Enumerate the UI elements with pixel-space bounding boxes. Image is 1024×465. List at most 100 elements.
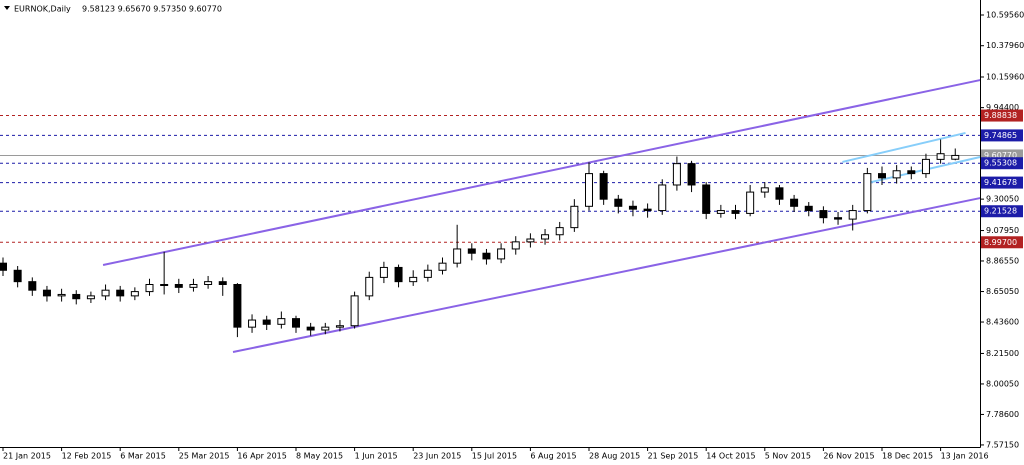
x-tick-label: 21 Sep 2015 [648, 452, 699, 461]
candle [467, 243, 476, 261]
candle-body [409, 276, 418, 283]
candle-body [72, 293, 81, 300]
candle-body [365, 276, 374, 297]
candle [497, 243, 506, 264]
candle [687, 160, 696, 193]
candle [189, 278, 198, 292]
candle [57, 288, 66, 302]
candle-body [760, 187, 769, 193]
x-tick-label: 6 Mar 2015 [120, 452, 166, 461]
x-tick-label: 26 Nov 2015 [823, 452, 874, 461]
x-tick-label: 8 May 2015 [296, 452, 343, 461]
candle-body [57, 293, 66, 297]
candle-body [438, 262, 447, 271]
candle-body [277, 318, 286, 325]
candle [731, 204, 740, 220]
x-tick-label: 6 Aug 2015 [530, 452, 576, 461]
candle [86, 291, 95, 303]
y-tick-label: 10.59560 [986, 10, 1024, 19]
candle-body [292, 318, 300, 328]
candle-body [848, 210, 857, 220]
candle [892, 165, 901, 184]
candle [804, 202, 813, 217]
candle [819, 206, 828, 224]
candle-body [878, 173, 886, 179]
candle [526, 233, 535, 248]
candle [423, 264, 432, 282]
candle-body [174, 283, 183, 288]
level-label-box [981, 205, 1023, 218]
candle-body [511, 241, 520, 250]
candle-body [13, 269, 22, 283]
candle-body [687, 163, 696, 186]
candle-body [834, 217, 843, 220]
candle-body [204, 281, 213, 285]
candle-body [394, 266, 403, 283]
candle [760, 182, 769, 198]
candle [116, 285, 125, 302]
candle-body [672, 163, 681, 186]
candle [790, 194, 799, 212]
candle [28, 277, 37, 296]
candle-body [467, 248, 476, 254]
candle [863, 167, 872, 214]
candle [585, 162, 593, 211]
trendline [842, 131, 966, 163]
x-tick-label: 1 Jun 2015 [355, 452, 398, 461]
y-tick-label: 7.78600 [986, 410, 1019, 419]
candle [658, 179, 667, 215]
candle [511, 236, 520, 255]
candle [72, 290, 81, 305]
candle [746, 184, 755, 217]
y-tick-label: 8.43600 [986, 318, 1019, 327]
candle-body [453, 248, 462, 264]
candle-body [306, 326, 315, 331]
x-tick-label: 14 Oct 2015 [706, 452, 755, 461]
candle [834, 211, 843, 225]
candle [13, 266, 22, 288]
candle-body [804, 205, 813, 212]
x-tick-label: 23 Jun 2015 [413, 452, 461, 461]
candle-body [335, 325, 344, 328]
candle [248, 314, 257, 333]
symbol-title: EURNOK,Daily [14, 5, 71, 14]
candle [453, 224, 462, 268]
candle-body [819, 210, 828, 219]
candle-body [921, 158, 930, 175]
candle [482, 248, 491, 265]
candle-body [101, 289, 110, 297]
y-tick-label: 10.15960 [986, 72, 1024, 81]
candle-body [643, 208, 652, 212]
candle [907, 166, 916, 180]
level-label: 9.41678 [984, 178, 1017, 187]
candle [570, 199, 579, 232]
y-tick-label: 10.37960 [986, 41, 1024, 50]
candle [160, 251, 169, 295]
candle-body [130, 291, 139, 297]
level-label: 9.74865 [984, 131, 1017, 140]
candle [101, 284, 110, 301]
candle [716, 204, 725, 218]
candle [321, 322, 330, 335]
candle [614, 194, 623, 214]
candle-body [262, 319, 271, 325]
candle [42, 285, 51, 302]
level-label: 8.99700 [984, 238, 1017, 247]
candle-body [658, 184, 667, 212]
candle-body [936, 153, 945, 160]
candle-body [218, 281, 227, 285]
candle-body [746, 191, 755, 214]
level-label-box [981, 236, 1023, 249]
candle [628, 200, 637, 217]
candle [262, 315, 271, 330]
candle [218, 277, 227, 296]
candle-body [379, 266, 388, 278]
candle-body [599, 173, 608, 200]
candle [599, 170, 608, 205]
menu-arrow[interactable] [4, 6, 10, 10]
candle-body [892, 170, 901, 179]
trendline [102, 79, 981, 266]
candle [306, 322, 315, 336]
candle [921, 153, 930, 178]
